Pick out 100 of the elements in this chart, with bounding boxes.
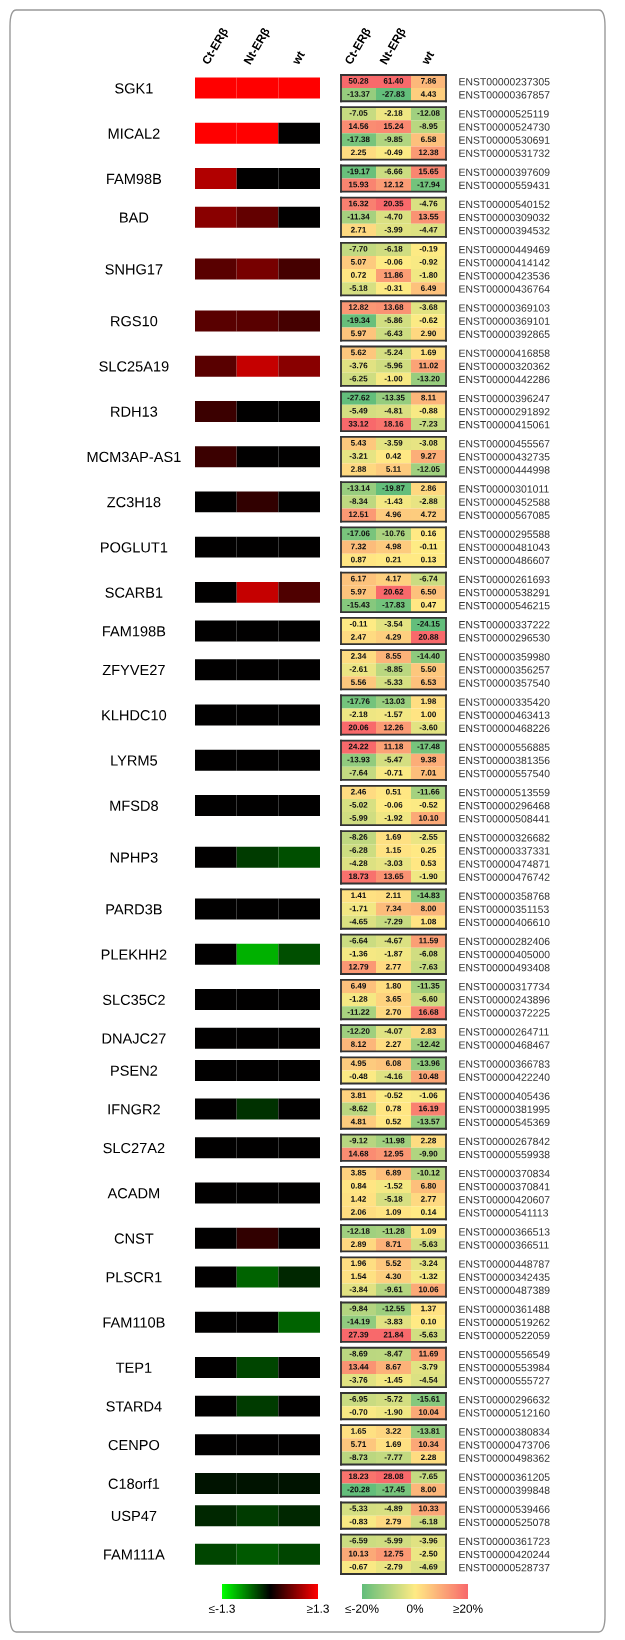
y-tick-label: ENST00000320362 — [459, 362, 550, 371]
data-label: -8.26 — [349, 834, 368, 840]
data-label: -9.12 — [349, 1137, 368, 1144]
data-label: 20.06 — [348, 724, 369, 731]
y-tick-label: ENST00000522059 — [459, 1331, 550, 1340]
y-tick-label: ENST00000524730 — [459, 123, 550, 131]
data-label: 1.41 — [351, 892, 367, 899]
data-label: 10.06 — [418, 1286, 439, 1293]
data-label: -8.73 — [349, 1454, 368, 1461]
y-tick-label: ENST00000237305 — [459, 78, 550, 86]
data-label: -4.89 — [384, 1505, 403, 1512]
data-label: 2.46 — [350, 788, 367, 795]
y-tick-label: ENST00000366513 — [459, 1228, 550, 1236]
data-label: -6.59 — [349, 1537, 368, 1544]
data-label: -13.37 — [347, 91, 370, 97]
y-tick-label: ENST00000351153 — [459, 905, 549, 913]
data-label: 7.86 — [421, 78, 437, 84]
data-label: -27.83 — [382, 91, 405, 97]
data-label: 2.25 — [350, 149, 367, 156]
data-label: -6.64 — [349, 937, 368, 944]
y-tick-label: ENST00000422240 — [459, 1073, 550, 1081]
data-label: -1.36 — [349, 950, 368, 957]
data-label: 4.30 — [385, 1273, 402, 1280]
data-label: 14.56 — [348, 123, 369, 129]
y-tick-label: ENST00000396247 — [459, 394, 550, 403]
data-label: -7.63 — [419, 963, 438, 970]
data-label: 0.42 — [385, 453, 402, 459]
data-label: -13.57 — [417, 1118, 440, 1125]
data-label: -13.35 — [382, 394, 405, 401]
data-label: -12.18 — [347, 1228, 370, 1234]
data-label: 9.27 — [420, 453, 436, 459]
y-tick-label: NPHP3 — [110, 852, 158, 863]
data-label: 0.52 — [385, 1118, 402, 1125]
data-label: -2.50 — [419, 1550, 438, 1557]
data-label: 4.96 — [385, 511, 402, 518]
data-label: -15.43 — [347, 601, 370, 608]
y-tick-label: ENST00000296468 — [459, 801, 550, 810]
data-label: -5.72 — [384, 1396, 403, 1402]
data-label: 6.53 — [420, 679, 437, 686]
y-tick-label: ENST00000361205 — [459, 1473, 550, 1481]
data-label: 2.70 — [385, 1009, 402, 1015]
data-label: -7.23 — [419, 420, 438, 427]
y-tick-label: ENST00000342435 — [459, 1273, 550, 1281]
data-label: 10.34 — [418, 1441, 439, 1447]
data-label: -4.65 — [349, 918, 368, 925]
y-tick-label: ENST00000432735 — [459, 453, 550, 461]
data-label: 5.62 — [350, 349, 367, 356]
y-tick-label: ENST00000420244 — [459, 1550, 550, 1559]
data-label: -27.62 — [347, 394, 370, 401]
data-label: 4.43 — [420, 91, 437, 97]
data-label: 3.22 — [385, 1428, 402, 1434]
y-tick-label: ENST00000370841 — [459, 1182, 550, 1191]
data-label: 18.16 — [383, 420, 404, 427]
data-label: -3.68 — [419, 304, 438, 310]
data-label: -5.86 — [384, 317, 403, 324]
data-label: -5.02 — [349, 801, 368, 808]
data-label: 33.12 — [348, 420, 369, 427]
data-label: -0.67 — [349, 1563, 368, 1570]
data-label: -17.76 — [347, 698, 370, 705]
data-label: -1.28 — [349, 996, 368, 1002]
y-tick-label: CENPO — [108, 1439, 160, 1451]
data-label: -11.66 — [417, 788, 440, 795]
data-label: 6.49 — [350, 982, 367, 989]
y-tick-label: ENST00000369103 — [459, 304, 550, 312]
data-label: 2.77 — [420, 1196, 436, 1202]
color-bar-label: ≥1.3 — [306, 1604, 329, 1613]
data-label: 12.95 — [383, 1150, 404, 1157]
data-label: -6.66 — [384, 168, 403, 175]
data-label: -0.11 — [349, 620, 368, 627]
data-label: -4.76 — [419, 200, 438, 207]
data-label: 1.08 — [421, 918, 437, 925]
y-tick-label: ENST00000541113 — [459, 1209, 549, 1217]
data-label: -3.03 — [384, 860, 403, 867]
data-label: -1.90 — [419, 873, 438, 880]
y-tick-label: ENST00000301011 — [459, 485, 549, 493]
y-tick-label: PARD3B — [106, 904, 162, 915]
data-label: 7.34 — [386, 905, 402, 912]
y-tick-label: ENST00000556885 — [459, 743, 550, 751]
y-tick-label: ENST00000557540 — [459, 769, 550, 778]
data-label: 5.52 — [385, 1260, 402, 1266]
data-label: 5.97 — [350, 588, 366, 595]
data-label: -0.52 — [384, 1092, 403, 1099]
data-label: -1.06 — [419, 1092, 438, 1099]
y-tick-label: KLHDC10 — [102, 710, 167, 721]
data-label: -12.05 — [417, 466, 440, 472]
data-label: -0.62 — [419, 317, 438, 324]
y-tick-label: ENST00000512160 — [459, 1409, 550, 1417]
y-tick-label: STARD4 — [106, 1401, 162, 1412]
y-tick-label: ENST00000473706 — [459, 1441, 550, 1449]
data-label: -5.63 — [419, 1331, 438, 1338]
y-tick-label: SLC25A19 — [99, 361, 169, 372]
y-tick-label: ENST00000359980 — [459, 653, 550, 661]
data-label: 4.72 — [420, 511, 437, 518]
data-label: 2.90 — [420, 330, 437, 337]
data-label: -17.45 — [382, 1486, 405, 1493]
data-label: 12.82 — [348, 304, 369, 310]
data-label: -4.67 — [384, 937, 403, 944]
y-tick-label: ENST00000405000 — [459, 950, 550, 959]
data-label: 0.87 — [350, 556, 366, 563]
data-label: -7.29 — [384, 918, 403, 925]
